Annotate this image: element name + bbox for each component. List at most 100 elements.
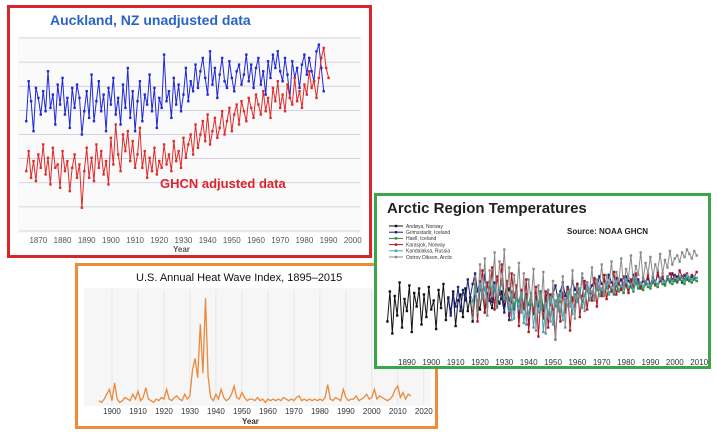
data-point bbox=[131, 90, 134, 93]
data-point bbox=[554, 305, 557, 308]
data-point bbox=[97, 80, 101, 83]
data-point bbox=[211, 129, 214, 133]
data-point bbox=[527, 330, 530, 334]
data-point bbox=[522, 306, 526, 310]
data-point bbox=[581, 300, 584, 304]
data-point bbox=[576, 282, 579, 286]
data-point bbox=[495, 306, 499, 310]
data-point bbox=[637, 278, 640, 281]
data-point bbox=[476, 311, 479, 314]
data-point bbox=[114, 113, 117, 116]
data-point bbox=[109, 103, 113, 106]
data-point bbox=[522, 272, 526, 275]
data-point bbox=[116, 96, 120, 100]
data-point bbox=[583, 293, 586, 296]
data-point bbox=[622, 291, 625, 295]
data-point bbox=[109, 136, 113, 140]
data-point bbox=[417, 287, 421, 290]
data-point bbox=[174, 159, 178, 163]
data-point bbox=[676, 281, 679, 284]
data-point bbox=[568, 329, 572, 332]
data-point bbox=[542, 317, 545, 320]
data-point bbox=[632, 273, 635, 277]
data-point bbox=[471, 320, 474, 323]
data-point bbox=[563, 326, 567, 329]
data-point bbox=[615, 276, 618, 280]
data-point bbox=[551, 293, 555, 296]
x-tick-label: 2010 bbox=[690, 358, 708, 366]
x-tick-label: 1980 bbox=[295, 236, 313, 245]
data-point bbox=[573, 294, 577, 298]
data-point bbox=[624, 267, 628, 271]
legend-entry: Kandalaksa, Russia bbox=[406, 249, 450, 255]
data-point bbox=[466, 278, 469, 281]
data-point bbox=[213, 116, 217, 120]
data-point bbox=[641, 279, 645, 283]
data-point bbox=[34, 86, 38, 90]
data-point bbox=[92, 119, 96, 123]
data-point bbox=[661, 272, 664, 275]
data-point bbox=[500, 284, 504, 287]
data-point bbox=[549, 320, 552, 323]
data-point bbox=[539, 290, 543, 293]
x-tick-label: 1930 bbox=[495, 358, 513, 366]
data-point bbox=[551, 323, 555, 326]
data-point bbox=[615, 270, 618, 274]
data-point bbox=[121, 133, 125, 136]
data-point bbox=[646, 273, 650, 277]
data-point bbox=[534, 296, 538, 299]
data-point bbox=[145, 103, 149, 106]
data-point bbox=[90, 156, 93, 159]
x-tick-label: 1950 bbox=[223, 236, 241, 245]
data-point bbox=[78, 163, 81, 166]
data-point bbox=[288, 96, 292, 100]
data-point bbox=[136, 153, 139, 156]
data-point bbox=[133, 129, 137, 133]
data-point bbox=[678, 260, 681, 263]
legend-entry: Grimsstadir, Iceland bbox=[406, 230, 450, 236]
data-point bbox=[607, 293, 611, 296]
data-point bbox=[286, 83, 289, 86]
data-point bbox=[73, 106, 76, 110]
data-point bbox=[61, 76, 64, 80]
heat-wave-chart-title: U.S. Annual Heat Wave Index, 1895–2015 bbox=[136, 272, 342, 284]
data-point bbox=[585, 308, 589, 311]
data-point bbox=[576, 285, 579, 289]
data-point bbox=[663, 281, 667, 284]
data-point bbox=[554, 284, 557, 287]
data-point bbox=[666, 266, 669, 269]
data-point bbox=[517, 324, 521, 328]
data-point bbox=[595, 278, 599, 281]
data-point bbox=[141, 119, 144, 123]
legend-entry: Andøya, Norway bbox=[406, 224, 443, 230]
data-point bbox=[403, 297, 406, 301]
data-point bbox=[666, 278, 669, 281]
auckland-chart-panel: 1870 1880 1890 1900 1910 1920 1930 1940 1950 1960… bbox=[7, 5, 372, 258]
data-point bbox=[317, 76, 321, 80]
legend-marker bbox=[394, 237, 398, 240]
data-point bbox=[90, 73, 93, 76]
data-point bbox=[573, 305, 577, 308]
data-point bbox=[129, 116, 132, 120]
x-tick-label: 1940 bbox=[520, 358, 538, 366]
x-tick-label: 1920 bbox=[471, 358, 489, 366]
data-point bbox=[563, 303, 567, 307]
data-point bbox=[427, 285, 431, 289]
data-point bbox=[571, 312, 574, 316]
data-point bbox=[456, 285, 460, 289]
data-point bbox=[216, 96, 219, 100]
data-point bbox=[554, 299, 557, 302]
data-point bbox=[483, 311, 487, 314]
data-point bbox=[505, 287, 508, 290]
data-point bbox=[153, 146, 156, 150]
data-point bbox=[199, 133, 202, 136]
data-point bbox=[522, 321, 526, 325]
data-point bbox=[607, 284, 611, 287]
data-point bbox=[66, 96, 69, 100]
data-point bbox=[671, 272, 674, 275]
data-point bbox=[240, 83, 243, 86]
data-point bbox=[605, 297, 608, 301]
data-point bbox=[683, 255, 686, 259]
data-point bbox=[551, 279, 555, 283]
data-point bbox=[447, 296, 450, 299]
